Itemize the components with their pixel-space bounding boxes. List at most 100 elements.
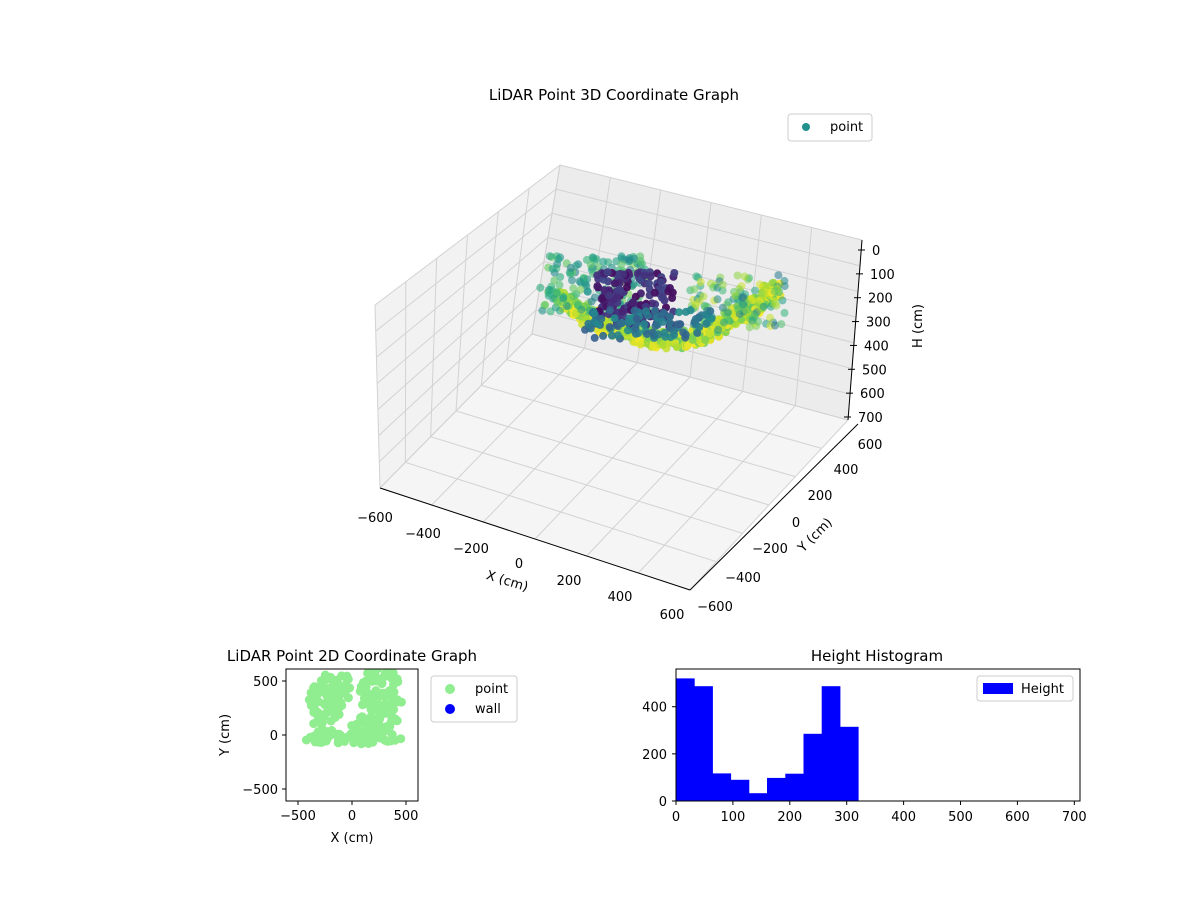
scatter-point [363,669,373,678]
legend-2d: point wall [430,675,518,723]
scatter-point [734,305,743,314]
grid-line [555,188,861,267]
scatter-point [356,739,366,749]
scatter-point [702,319,711,328]
x-tick-label: 0 [672,810,680,825]
grid-line [377,261,545,410]
scatter-point [334,710,344,719]
legend-marker-point [802,123,810,131]
scatter-point [780,276,789,285]
y-tick-label: 0 [270,729,278,744]
histogram-bar [694,686,713,801]
scatter-point [759,302,768,311]
scatter-point [632,314,641,323]
scatter-point [772,301,781,310]
x-tick-label: 500 [948,810,973,825]
legend-marker-point [445,684,455,694]
scatter-point [593,282,602,291]
scatter-point [675,308,683,317]
scatter-point [577,305,586,314]
scatter-point [733,271,742,280]
scatter-point [332,729,342,739]
scatter-point [340,736,349,746]
scatter-point [686,306,695,315]
z-tick-label: 100 [870,268,895,283]
scatter-point [568,276,576,285]
scatter-point [341,680,351,690]
scatter-point [361,699,371,709]
histogram-bar [785,773,804,801]
scatter-point [316,730,326,740]
scatter-point [600,286,609,295]
scatter-point [631,324,640,333]
scatter-point [390,714,400,724]
scatter-point [780,308,789,317]
grid-line [374,304,381,489]
scatter-point [312,736,321,746]
scatter-point [310,693,320,703]
scatter-point [593,271,602,280]
scatter-point [617,252,626,261]
lidar-2d-plot: LiDAR Point 2D Coordinate Graph −500 0 5… [218,647,518,846]
scatter-point [545,252,554,261]
scatter-point [599,275,608,284]
scatter-point [616,319,625,328]
scatter-point [553,288,562,297]
legend-box [787,113,873,142]
x-tick-label: 200 [557,574,582,589]
scatter-point [690,285,699,294]
scatter-point [658,341,667,350]
x-tick-label: 600 [1005,810,1030,825]
point-cloud-2d [301,669,406,749]
scatter-point [321,708,331,718]
histogram-bars [676,678,859,802]
scatter-point [777,320,786,329]
grid-line [376,212,553,358]
grid-line [404,281,407,463]
scatter-point [705,329,714,338]
scatter-point [603,268,612,277]
scatter-point [615,285,624,294]
legend-label-height: Height [1021,682,1064,697]
scatter-point [598,294,607,303]
x-tick-label: 600 [660,608,685,623]
z-tick-label: 400 [864,339,889,354]
scatter-point [681,333,690,342]
point-cloud [536,252,789,353]
scatter-point [396,697,406,707]
scatter-point [658,293,667,302]
x-tick-label: 300 [834,810,859,825]
x-tick-label: 200 [777,810,802,825]
scatter-point [372,697,382,707]
y-tick-label: −400 [725,571,761,586]
scatter-point [740,272,749,281]
scatter-point [770,287,779,296]
scatter-point [336,698,346,708]
scatter-point [718,280,727,289]
scatter-point [660,328,669,337]
scatter-point [610,314,619,323]
scatter-point [755,280,764,289]
scatter-point [590,293,599,302]
scatter-point [548,264,557,273]
y-tick-label: 600 [858,438,883,453]
scatter-point [618,307,627,316]
scatter-point [329,696,339,706]
scatter-point [328,683,338,693]
histogram-frame [675,668,1081,802]
legend-swatch-height [983,683,1013,694]
x-axis-label: X (cm) [331,831,374,846]
histogram-ticks: 0 100 200 300 400 500 600 700 0 200 400 [642,701,1087,825]
scatter-point [683,341,692,350]
scatter-point [309,702,319,712]
scatter-point [380,708,390,718]
grid-line [430,258,438,437]
histogram-bar [748,793,768,801]
scatter-point [383,736,393,746]
z-tick-label: 600 [860,387,885,402]
y-tick-label: −200 [752,542,788,557]
x-tick-label: 400 [891,810,916,825]
pane-left [375,165,560,488]
scatter-point [605,291,613,300]
histogram-bar [712,773,732,801]
